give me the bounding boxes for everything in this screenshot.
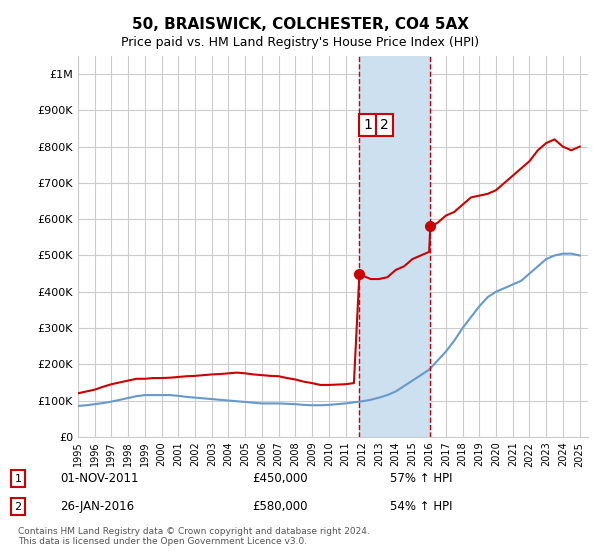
Text: 54% ↑ HPI: 54% ↑ HPI bbox=[390, 500, 452, 514]
Text: 01-NOV-2011: 01-NOV-2011 bbox=[60, 472, 139, 486]
Text: 2: 2 bbox=[14, 502, 22, 512]
Text: 1: 1 bbox=[364, 118, 372, 132]
Text: 57% ↑ HPI: 57% ↑ HPI bbox=[390, 472, 452, 486]
Text: 1: 1 bbox=[14, 474, 22, 484]
Text: Contains HM Land Registry data © Crown copyright and database right 2024.
This d: Contains HM Land Registry data © Crown c… bbox=[18, 526, 370, 546]
Bar bbox=[359, 56, 430, 437]
Text: Price paid vs. HM Land Registry's House Price Index (HPI): Price paid vs. HM Land Registry's House … bbox=[121, 36, 479, 49]
Text: £580,000: £580,000 bbox=[252, 500, 308, 514]
Text: 50, BRAISWICK, COLCHESTER, CO4 5AX: 50, BRAISWICK, COLCHESTER, CO4 5AX bbox=[131, 17, 469, 32]
Text: 2: 2 bbox=[380, 118, 389, 132]
Text: £450,000: £450,000 bbox=[252, 472, 308, 486]
Text: 26-JAN-2016: 26-JAN-2016 bbox=[60, 500, 134, 514]
